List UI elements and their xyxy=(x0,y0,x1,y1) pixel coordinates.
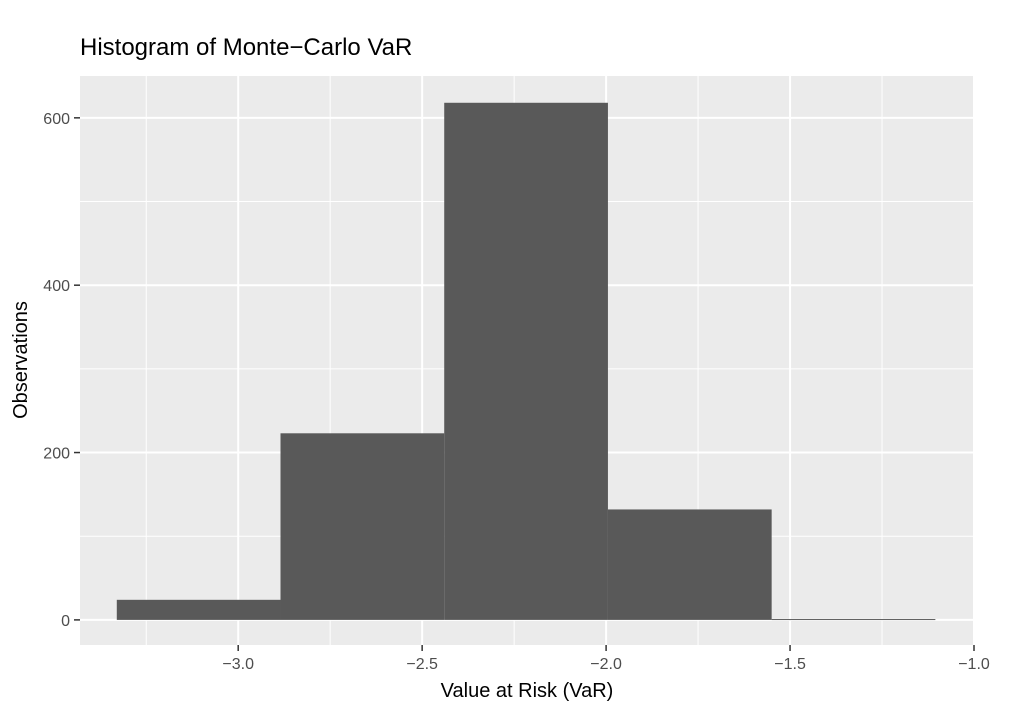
x-axis-title: Value at Risk (VaR) xyxy=(441,680,614,702)
x-tick-label: −1.5 xyxy=(774,656,806,673)
histogram-bar xyxy=(771,619,936,621)
histogram-bar xyxy=(116,599,281,620)
histogram-bar xyxy=(607,509,772,620)
histogram-bars xyxy=(116,102,936,621)
x-axis: −3.0 −2.5 −2.0 −1.5 −1.0 xyxy=(222,645,990,673)
y-axis-title: Observations xyxy=(10,301,32,419)
chart-title: Histogram of Monte−Carlo VaR xyxy=(80,34,413,61)
y-axis: 0 200 400 600 xyxy=(43,111,80,630)
y-tick-label: 200 xyxy=(43,446,70,463)
x-tick-label: −1.0 xyxy=(958,656,990,673)
histogram-bar xyxy=(280,433,445,620)
x-tick-label: −2.5 xyxy=(406,656,438,673)
x-tick-label: −2.0 xyxy=(590,656,622,673)
x-tick-label: −3.0 xyxy=(222,656,254,673)
y-tick-label: 400 xyxy=(43,278,70,295)
y-tick-label: 0 xyxy=(61,613,70,630)
histogram-bar xyxy=(444,102,608,620)
y-tick-label: 600 xyxy=(43,111,70,128)
